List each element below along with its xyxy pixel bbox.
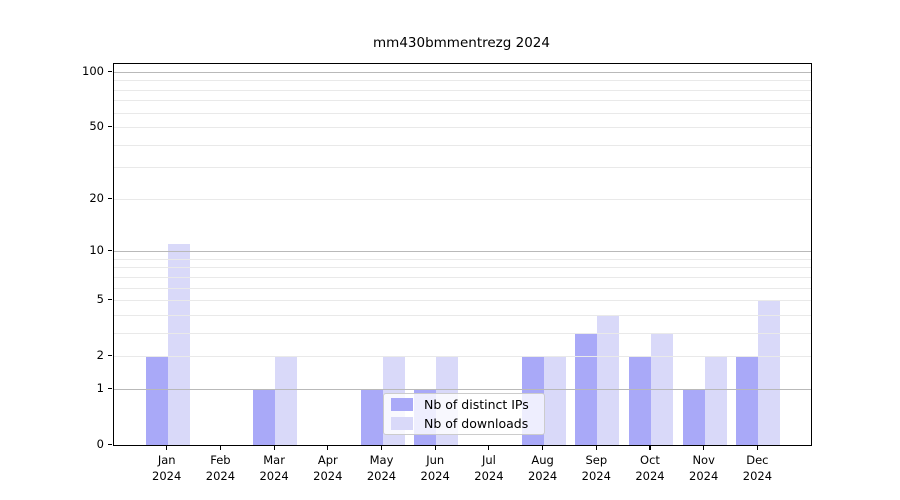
- bar-distinct-ips-oct: [629, 356, 651, 445]
- legend-item-downloads: Nb of downloads: [384, 416, 544, 431]
- y-tick-label: 20: [89, 190, 104, 205]
- y-tick-label: 100: [82, 63, 104, 78]
- legend-label-distinct-ips: Nb of distinct IPs: [424, 397, 529, 412]
- legend-item-distinct-ips: Nb of distinct IPs: [384, 397, 544, 412]
- legend-label-downloads: Nb of downloads: [424, 416, 529, 431]
- plot-area: [113, 62, 812, 446]
- x-tick-label-mar: Mar 2024: [259, 453, 289, 483]
- x-tick-label-sep: Sep 2024: [581, 453, 611, 483]
- y-tick-label: 0: [96, 437, 104, 451]
- bar-downloads-dec: [758, 300, 781, 445]
- y-tick-label: 10: [89, 243, 104, 258]
- bar-downloads-sep: [597, 314, 620, 445]
- x-axis-tick: [488, 445, 490, 450]
- gridline-minor: [114, 198, 811, 200]
- x-axis-tick: [166, 445, 168, 450]
- y-axis-tick: [107, 126, 112, 128]
- gridline-minor: [114, 287, 811, 289]
- y-tick-label: 2: [96, 348, 104, 363]
- x-tick-label-jul: Jul 2024: [474, 453, 504, 483]
- x-tick-label-dec: Dec 2024: [742, 453, 773, 483]
- x-tick-label-aug: Aug 2024: [527, 453, 558, 483]
- bar-downloads-aug: [543, 356, 566, 445]
- x-axis-tick: [703, 445, 705, 450]
- x-tick-label-oct: Oct 2024: [635, 453, 665, 483]
- x-axis-tick: [434, 445, 436, 450]
- x-axis-tick: [595, 445, 597, 450]
- gridline-minor: [114, 144, 811, 146]
- bar-distinct-ips-jan: [145, 356, 168, 445]
- gridline-decade: [114, 71, 811, 73]
- bar-distinct-ips-dec: [736, 356, 759, 445]
- gridline-minor: [114, 100, 811, 102]
- bar-downloads-mar: [275, 356, 298, 445]
- y-tick-label: 1: [96, 380, 104, 395]
- y-tick-label: 50: [89, 119, 104, 134]
- gridline-decade: [114, 388, 811, 390]
- bar-distinct-ips-mar: [253, 388, 276, 445]
- gridline-minor: [114, 80, 811, 82]
- gridline-minor: [114, 300, 811, 302]
- y-tick-label: 5: [96, 292, 104, 307]
- x-tick-label-apr: Apr 2024: [313, 453, 343, 483]
- x-tick-label-nov: Nov 2024: [689, 453, 719, 483]
- bar-distinct-ips-may: [360, 388, 383, 445]
- bar-downloads-jan: [167, 244, 190, 445]
- gridline-minor: [114, 314, 811, 316]
- x-tick-label-jun: Jun 2024: [420, 453, 450, 483]
- x-axis-tick: [756, 445, 758, 450]
- x-axis-tick: [219, 445, 221, 450]
- gridline-minor: [114, 112, 811, 114]
- bar-downloads-nov: [704, 356, 727, 445]
- gridline-minor: [114, 276, 811, 278]
- x-axis-tick: [273, 445, 275, 450]
- legend-swatch-distinct-ips-icon: [391, 398, 413, 411]
- legend: Nb of distinct IPs Nb of downloads: [383, 393, 545, 435]
- y-axis-tick: [107, 355, 112, 357]
- gridline-minor: [114, 258, 811, 260]
- legend-swatch-downloads-icon: [391, 417, 413, 430]
- x-axis-tick: [649, 445, 651, 450]
- x-axis-tick: [327, 445, 329, 450]
- gridline-decade: [114, 251, 811, 253]
- gridline-minor: [114, 356, 811, 358]
- gridline-minor: [114, 167, 811, 169]
- y-axis-tick: [107, 299, 112, 301]
- gridline-minor: [114, 127, 811, 129]
- x-tick-label-feb: Feb 2024: [205, 453, 236, 483]
- x-tick-label-jan: Jan 2024: [152, 453, 182, 483]
- x-axis-tick: [380, 445, 383, 450]
- y-axis-tick: [107, 70, 112, 73]
- gridline-minor: [114, 89, 811, 91]
- y-axis-tick: [107, 444, 112, 446]
- bar-distinct-ips-nov: [682, 388, 705, 445]
- gridline-minor: [114, 267, 811, 269]
- y-axis-tick: [107, 197, 112, 200]
- y-axis-tick: [107, 387, 112, 390]
- gridline-minor: [114, 332, 811, 334]
- x-axis-tick: [542, 445, 544, 450]
- x-tick-label-may: May 2024: [366, 453, 397, 483]
- y-axis-tick: [107, 250, 112, 252]
- chart-title: mm430bmmentrezg 2024: [373, 35, 550, 51]
